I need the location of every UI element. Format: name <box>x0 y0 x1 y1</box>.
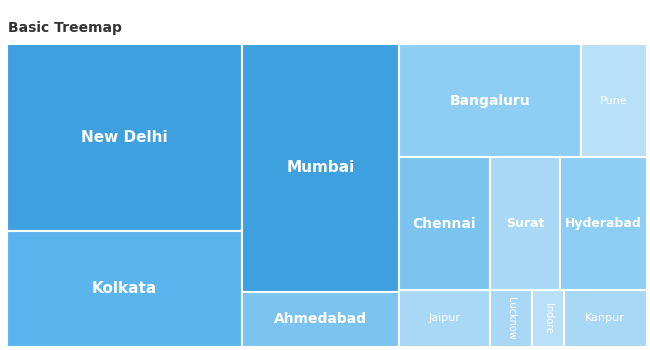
Bar <box>560 157 647 290</box>
Text: Ahmedabad: Ahmedabad <box>274 312 367 326</box>
Bar <box>242 292 399 346</box>
Text: Lucknow: Lucknow <box>506 297 515 340</box>
Text: Basic Treemap: Basic Treemap <box>8 21 122 35</box>
Text: Kanpur: Kanpur <box>585 314 625 323</box>
Text: Pune: Pune <box>600 96 628 105</box>
Text: Kolkata: Kolkata <box>92 281 157 296</box>
Bar <box>581 44 647 157</box>
Bar <box>242 44 399 292</box>
Text: Bangaluru: Bangaluru <box>450 93 530 107</box>
Bar <box>6 231 242 346</box>
Text: Hyderabad: Hyderabad <box>565 217 642 230</box>
Bar <box>399 157 490 290</box>
Text: Surat: Surat <box>506 217 544 230</box>
Text: Indore: Indore <box>543 303 552 334</box>
Bar <box>532 290 564 346</box>
Bar <box>490 290 532 346</box>
Text: Chennai: Chennai <box>413 217 476 231</box>
Bar <box>399 44 581 157</box>
Bar <box>399 290 490 346</box>
Text: New Delhi: New Delhi <box>81 130 168 145</box>
Bar <box>6 44 242 231</box>
Text: Jaipur: Jaipur <box>428 314 460 323</box>
Text: Mumbai: Mumbai <box>287 160 355 175</box>
Bar <box>490 157 560 290</box>
Bar <box>564 290 647 346</box>
